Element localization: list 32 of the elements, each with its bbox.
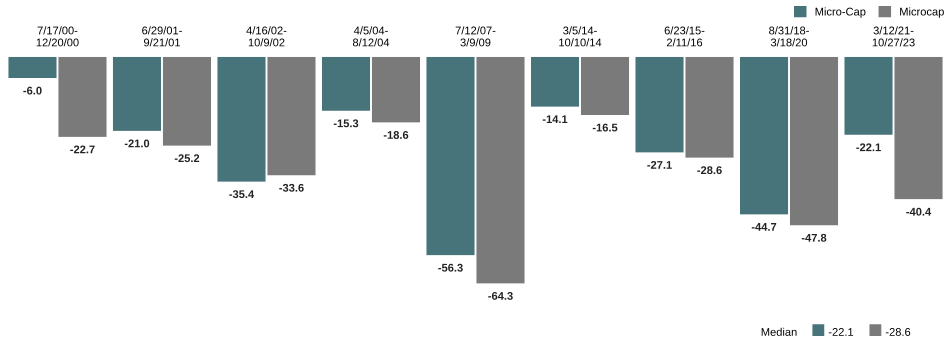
data-label: -18.6 [384,131,408,139]
data-label: -47.8 [802,234,826,242]
text: -28.6 [886,328,910,336]
x-tick-label: 4/16/02- 10/9/02 [246,26,286,46]
data-label: -16.5 [592,124,618,132]
x-tick-label: 6/23/15- 2/11/16 [664,26,704,46]
data-label: -64.3 [488,292,513,300]
data-label: -27.1 [647,160,672,169]
data-label: -56.3 [438,264,463,272]
text: -22.1 [828,328,854,336]
data-label: -6.0 [23,86,42,95]
data-label: -14.1 [542,115,568,123]
data-label: -33.6 [279,184,304,192]
data-label: -22.7 [70,145,95,154]
data-label: -28.6 [697,166,722,174]
x-tick-label: 4/5/04- 8/12/04 [352,26,390,46]
x-tick-label: 8/31/18- 3/18/20 [769,26,809,46]
x-tick-label: 7/12/07- 3/9/09 [456,26,496,46]
x-tick-label: 7/17/00- 12/20/00 [36,26,79,46]
legend-label: Micro-Cap [816,7,866,18]
legend-label: Microcap [900,7,944,18]
data-label: -25.2 [174,154,200,162]
data-label: -21.0 [124,139,150,148]
x-tick-label: 3/12/21- 10/27/23 [872,26,915,46]
data-label: -40.4 [906,208,932,216]
data-label: -35.4 [229,190,254,198]
x-tick-label: 6/29/01- 9/21/01 [142,26,182,46]
data-label: -44.7 [752,223,776,231]
data-label: -15.3 [334,119,358,128]
data-label: -22.1 [856,143,881,152]
text: Median [762,328,797,336]
x-tick-label: 3/5/14- 10/10/14 [559,26,602,46]
